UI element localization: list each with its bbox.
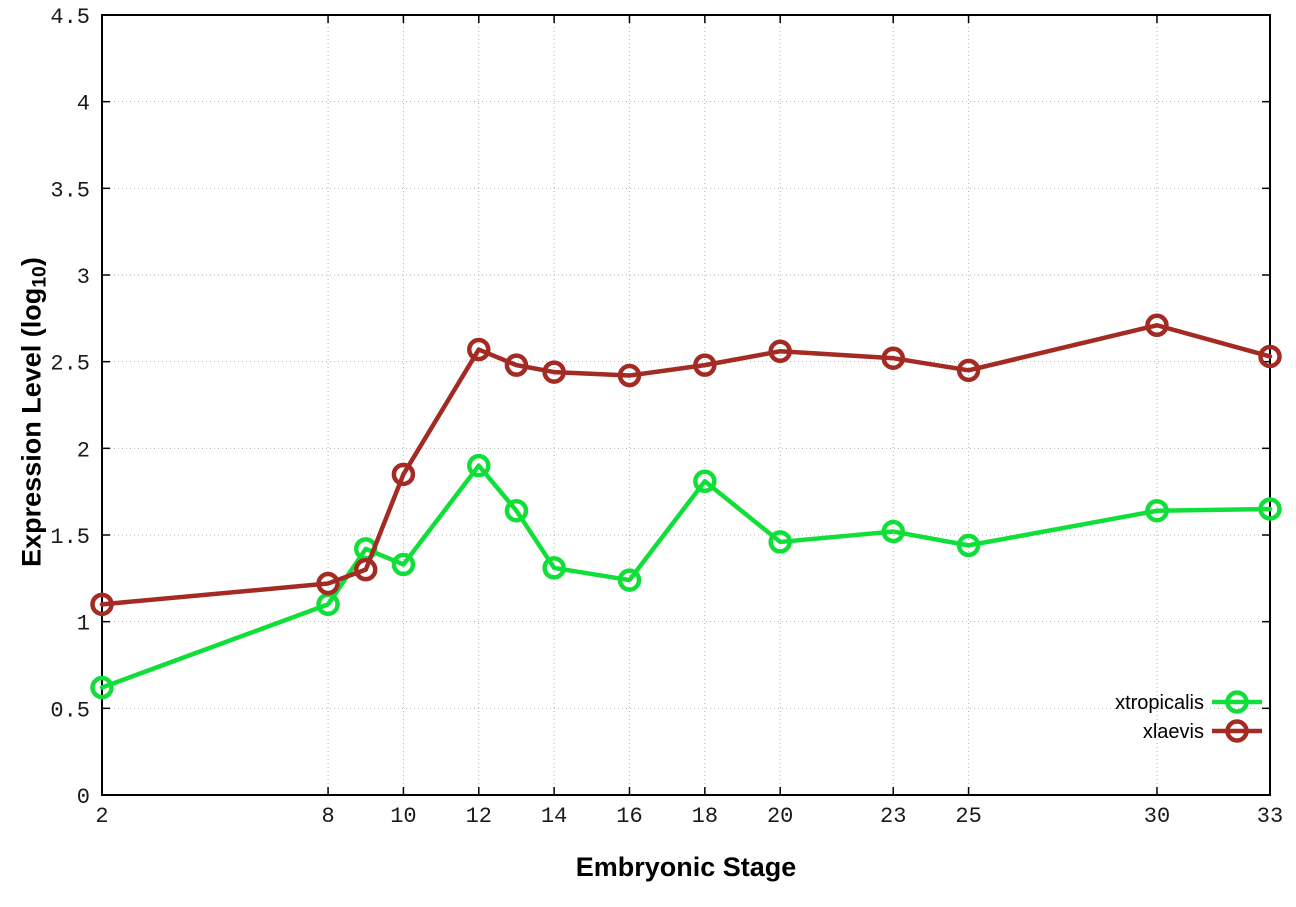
data-point-xlaevis xyxy=(316,571,340,596)
y-tick-label: 4.5 xyxy=(50,5,90,30)
data-point-xlaevis xyxy=(353,557,378,582)
data-point-xtropicalis xyxy=(542,556,566,580)
data-point-xlaevis xyxy=(1258,344,1282,369)
data-point-xtropicalis xyxy=(768,530,792,554)
data-point-xlaevis xyxy=(542,360,566,384)
y-tick-label: 3.5 xyxy=(50,178,90,203)
legend-label-xtropicalis: xtropicalis xyxy=(1115,692,1204,714)
legend-label-xlaevis: xlaevis xyxy=(1143,721,1204,743)
tick-marks xyxy=(101,14,1271,796)
x-tick-label: 10 xyxy=(390,804,416,829)
data-point-xlaevis xyxy=(693,353,717,377)
x-axis-title-text: Embryonic Stage xyxy=(575,852,797,882)
x-tick-label: 30 xyxy=(1144,804,1170,829)
legend-sample-marker-xlaevis xyxy=(1225,719,1249,743)
data-point-xtropicalis xyxy=(617,568,642,592)
y-axis-title: Expression Level (log10) xyxy=(16,257,51,567)
data-point-xlaevis xyxy=(881,346,905,370)
y-tick-label: 2 xyxy=(77,438,90,463)
x-tick-label: 33 xyxy=(1257,804,1283,829)
plot-frame xyxy=(101,14,1271,796)
data-point-xlaevis xyxy=(768,339,792,364)
legend-sample-marker-xtropicalis xyxy=(1225,690,1249,714)
tick-labels: 2 8 10 12 14 16 18 20 23 25 30 33 0 0.5 1 1.5 2 2.5 3 3.5 4 4… xyxy=(50,5,1283,829)
x-tick-label: 12 xyxy=(466,804,492,829)
x-tick-label: 16 xyxy=(616,804,642,829)
data-point-xlaevis xyxy=(391,462,416,487)
y-tick-label: 0.5 xyxy=(50,698,90,723)
x-tick-label: 23 xyxy=(880,804,906,829)
legend-item-xlaevis: xlaevis xyxy=(1143,719,1262,743)
data-point-xlaevis xyxy=(467,337,491,362)
data-point-xtropicalis xyxy=(504,498,529,523)
data-point-xtropicalis xyxy=(391,552,416,577)
series-xtropicalis xyxy=(90,453,1282,700)
y-tick-label: 1.5 xyxy=(50,525,90,550)
data-point-xtropicalis xyxy=(1258,497,1282,521)
y-tick-label: 3 xyxy=(77,265,90,290)
y-tick-label: 2.5 xyxy=(50,352,90,377)
x-tick-label: 2 xyxy=(95,804,108,829)
data-point-xtropicalis xyxy=(693,469,717,494)
data-point-xlaevis xyxy=(617,363,642,388)
series-line-xlaevis xyxy=(99,323,1273,607)
data-point-xtropicalis xyxy=(467,453,491,478)
data-point-xlaevis xyxy=(504,353,529,377)
x-tick-label: 8 xyxy=(321,804,334,829)
y-tick-label: 4 xyxy=(77,92,90,117)
y-axis-title-suffix: ) xyxy=(16,257,47,267)
x-tick-label: 20 xyxy=(767,804,793,829)
legend: xtropicalis xlaevis xyxy=(1115,690,1262,743)
legend-item-xtropicalis: xtropicalis xyxy=(1115,690,1262,714)
series-xlaevis xyxy=(90,313,1282,617)
y-axis-title-prefix: Expression Level (log xyxy=(16,287,47,567)
y-tick-label: 0 xyxy=(77,785,90,810)
data-point-xtropicalis xyxy=(90,675,114,700)
data-point-xtropicalis xyxy=(956,533,981,558)
x-tick-label: 25 xyxy=(955,804,981,829)
gridlines xyxy=(101,14,1271,796)
x-tick-label: 14 xyxy=(541,804,567,829)
data-point-xlaevis xyxy=(956,358,981,383)
y-axis-title-subscript: 10 xyxy=(28,266,51,288)
data-point-xtropicalis xyxy=(881,519,905,544)
y-tick-label: 1 xyxy=(77,612,90,637)
data-point-xlaevis xyxy=(1145,313,1169,338)
x-axis-title: Embryonic Stage xyxy=(576,852,797,883)
data-point-xlaevis xyxy=(90,592,114,617)
data-point-xtropicalis xyxy=(1145,498,1169,523)
series-line-xtropicalis xyxy=(99,463,1273,690)
x-tick-label: 18 xyxy=(692,804,718,829)
